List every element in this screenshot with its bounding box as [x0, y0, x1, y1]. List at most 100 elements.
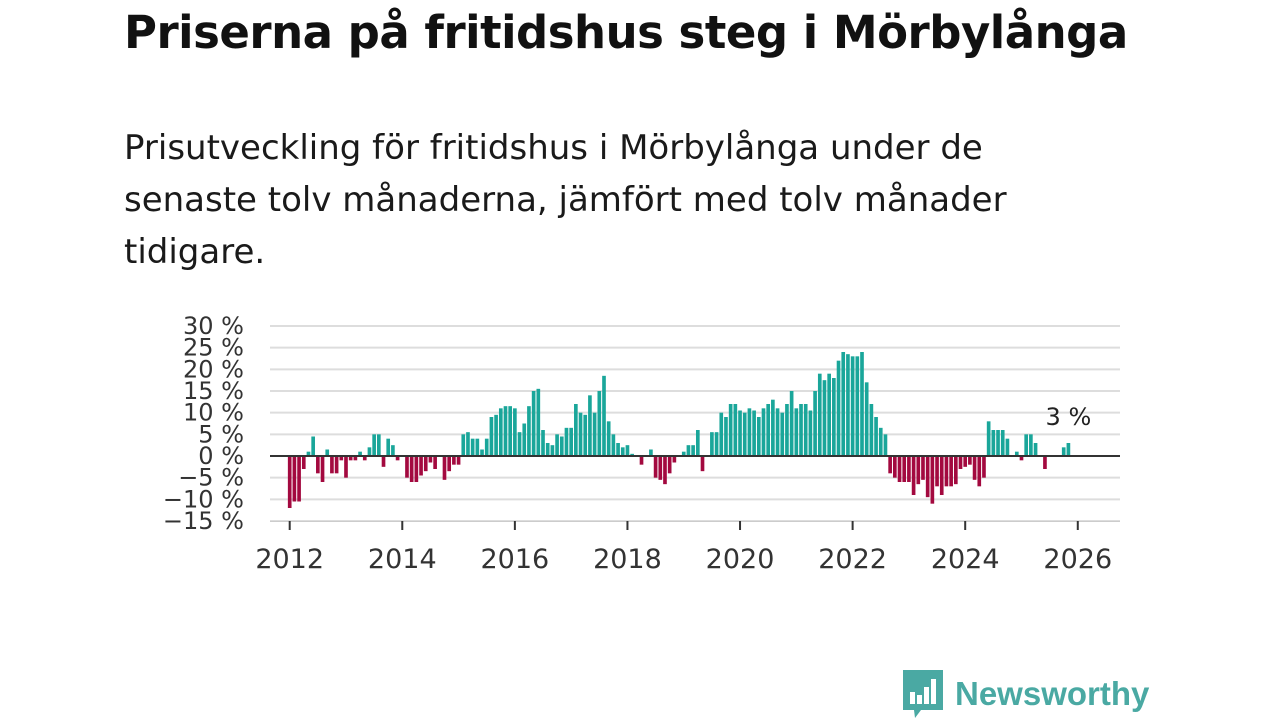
bar	[531, 391, 536, 456]
bar	[423, 456, 428, 472]
bar	[1029, 434, 1033, 456]
bar	[325, 449, 330, 456]
bar	[930, 456, 935, 504]
bar	[977, 456, 982, 487]
bar	[386, 438, 391, 456]
bar	[982, 456, 986, 478]
bar	[442, 456, 447, 480]
bar	[649, 449, 653, 456]
bar	[311, 436, 315, 456]
bar	[583, 414, 588, 456]
bar	[588, 395, 592, 456]
bar	[466, 432, 470, 456]
bar	[625, 445, 630, 456]
bar	[789, 391, 794, 456]
bar	[475, 438, 480, 456]
bar	[344, 456, 348, 478]
bar	[991, 430, 996, 456]
x-tick-label: 2012	[255, 544, 324, 575]
bar	[700, 456, 705, 472]
bar	[836, 360, 841, 456]
bar	[916, 456, 921, 485]
bar	[663, 456, 667, 485]
y-tick-label: 10 %	[183, 399, 244, 427]
bar	[766, 404, 771, 456]
bar	[353, 456, 358, 461]
bar	[747, 408, 752, 456]
bar	[925, 456, 930, 498]
x-tick-label: 2018	[593, 544, 662, 575]
bar	[996, 430, 1000, 456]
bar	[897, 456, 902, 482]
y-tick-label: 15 %	[183, 377, 244, 405]
bar	[686, 445, 691, 456]
bar	[461, 434, 466, 456]
bar	[958, 456, 963, 469]
bar	[367, 447, 372, 456]
bar	[799, 404, 803, 456]
x-tick-label: 2014	[368, 544, 437, 575]
bar	[578, 412, 583, 456]
bar	[517, 432, 522, 456]
bar	[616, 443, 620, 456]
newsworthy-logo-icon	[903, 670, 943, 718]
gridlines	[270, 325, 1120, 522]
bar	[592, 412, 597, 456]
bar	[667, 456, 672, 474]
bar	[428, 456, 433, 463]
bar	[846, 354, 850, 456]
bar	[1066, 443, 1071, 456]
bar	[771, 399, 775, 456]
brand-name: Newsworthy	[955, 675, 1150, 712]
bar	[921, 456, 925, 480]
bar	[1019, 456, 1024, 461]
bar	[803, 404, 808, 456]
bar	[362, 456, 367, 461]
bar	[470, 438, 475, 456]
bar	[377, 434, 381, 456]
bar	[316, 456, 320, 474]
bar	[301, 456, 306, 469]
bar	[752, 410, 756, 456]
bar	[949, 456, 953, 487]
bar	[484, 438, 489, 456]
bar	[738, 410, 742, 456]
bar	[761, 408, 766, 456]
bar	[498, 408, 503, 456]
bar	[456, 456, 461, 465]
bar	[658, 456, 663, 480]
page-title: Priserna på fritidshus steg i Mörbylånga	[124, 6, 1128, 59]
bar	[827, 373, 831, 456]
bar	[513, 408, 517, 456]
bar	[287, 456, 292, 508]
bar	[602, 375, 606, 456]
bar	[775, 408, 780, 456]
bar	[733, 404, 738, 456]
bar	[681, 451, 686, 456]
bar	[869, 404, 874, 456]
x-tick-label: 2026	[1043, 544, 1112, 575]
bar	[606, 421, 611, 456]
bar	[864, 382, 869, 456]
bar	[841, 352, 846, 456]
bar	[564, 427, 569, 456]
bar	[710, 432, 714, 456]
bar	[395, 456, 400, 461]
last-value-annotation: 3 %	[1046, 403, 1092, 431]
bar	[433, 456, 437, 469]
y-tick-label: 5 %	[198, 420, 244, 448]
bar	[489, 417, 494, 456]
bar	[719, 412, 724, 456]
bar	[972, 456, 977, 480]
bar	[550, 445, 555, 456]
bar	[559, 436, 564, 456]
x-tick-label: 2022	[818, 544, 887, 575]
bar	[480, 449, 484, 456]
bar	[878, 427, 883, 456]
bar	[1000, 430, 1005, 456]
bar	[381, 456, 386, 467]
bar	[785, 404, 789, 456]
bar	[339, 456, 344, 461]
bar	[522, 423, 527, 456]
